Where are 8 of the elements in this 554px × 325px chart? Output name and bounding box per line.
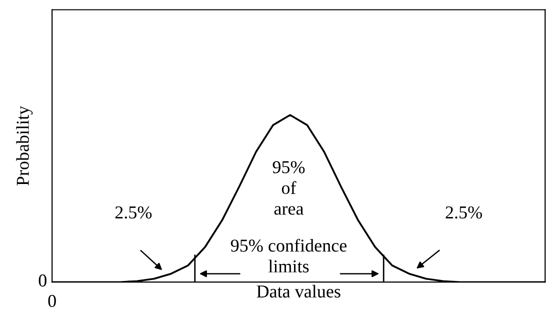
text: 0 xyxy=(38,274,46,287)
annotation: 2.5% xyxy=(115,206,152,219)
y-axis-title: Probability xyxy=(16,106,33,186)
x-axis-title: Data values xyxy=(256,284,340,298)
annotation: 95% confidence limits xyxy=(230,238,347,272)
annotation: 2.5% xyxy=(446,206,482,219)
text: 0 xyxy=(48,294,56,308)
annotation: 95% of area xyxy=(272,161,305,215)
